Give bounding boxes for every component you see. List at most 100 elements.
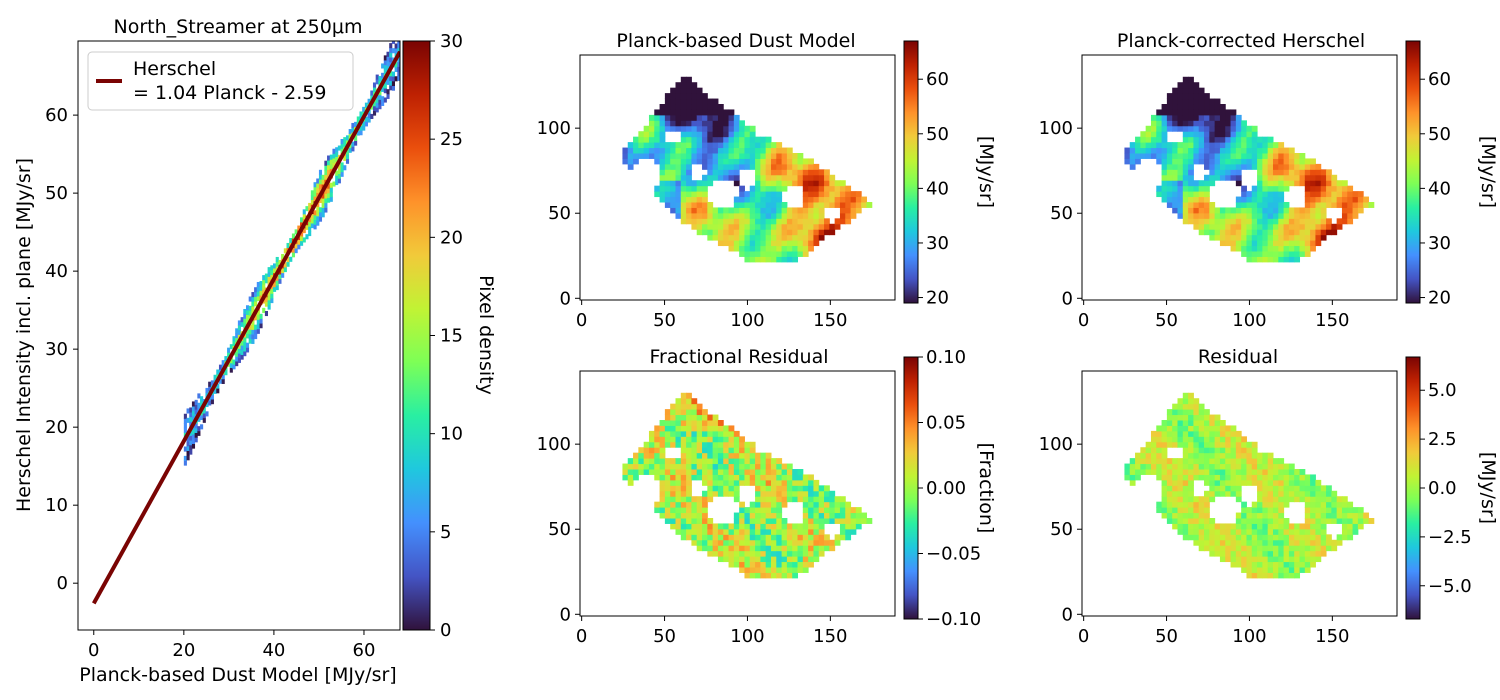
map-pixel — [1172, 142, 1178, 149]
map-pixel — [744, 534, 751, 541]
map-pixel — [733, 534, 740, 541]
map-pixel — [755, 147, 761, 154]
map-pixel — [739, 120, 745, 127]
map-pixel — [1182, 120, 1189, 127]
density-cell — [364, 121, 368, 127]
map-pixel — [1288, 567, 1295, 573]
map-pixel — [1251, 196, 1258, 203]
density-cell — [240, 321, 244, 327]
map-pixel — [680, 212, 687, 219]
map-pixel — [680, 147, 687, 154]
map-pixel — [1214, 447, 1221, 454]
map-pixel — [680, 469, 687, 475]
map-pixel — [712, 523, 719, 530]
map-pixel — [781, 545, 788, 552]
map-pixel — [1267, 163, 1274, 170]
map-pixel — [1177, 212, 1184, 219]
map-pixel — [755, 479, 761, 486]
map-pixel — [686, 403, 692, 410]
map-pixel — [1214, 163, 1221, 170]
map-pixel — [739, 474, 745, 481]
density-cell — [254, 296, 258, 302]
map-pixel — [1188, 142, 1194, 149]
density-cell — [245, 333, 250, 339]
map-pixel — [1272, 485, 1279, 492]
map-pixel — [845, 528, 852, 535]
map-pixel — [1145, 136, 1152, 143]
map-pixel — [1262, 485, 1269, 492]
map-pixel — [1347, 501, 1354, 508]
density-cell — [189, 435, 193, 441]
density-cell — [248, 338, 252, 344]
map-pixel — [1331, 507, 1338, 514]
map-pixel — [1204, 93, 1210, 100]
map-pixel — [776, 463, 783, 470]
map-pixel — [792, 229, 799, 236]
map-pixel — [1166, 430, 1173, 437]
map-pixel — [1278, 142, 1285, 149]
density-cell — [232, 359, 236, 365]
map-pixel — [1193, 430, 1200, 437]
density-cell — [286, 242, 290, 249]
map-pixel — [770, 256, 777, 263]
map-pixel — [1278, 474, 1285, 481]
map-pixel — [1193, 512, 1200, 519]
map-pixel — [1283, 490, 1290, 497]
map-pixel — [1288, 207, 1295, 214]
map-pixel — [739, 469, 745, 475]
map-pixel — [1357, 512, 1364, 519]
map-pixel — [845, 218, 852, 225]
density-cell — [332, 158, 336, 164]
map-pixel — [622, 463, 629, 470]
map-pixel — [691, 207, 698, 214]
map-pixel — [1172, 98, 1178, 105]
map-pixel — [1225, 153, 1232, 159]
map-pixel — [1341, 523, 1348, 530]
map-pixel — [638, 447, 645, 454]
density-cell — [372, 82, 377, 88]
map-pixel — [1230, 463, 1237, 470]
map-pixel — [654, 458, 661, 465]
map-pixel — [1241, 474, 1247, 481]
map-pixel — [739, 518, 745, 524]
map-pixel — [1193, 212, 1200, 219]
map-pixel — [1241, 131, 1247, 138]
map-pixel — [760, 474, 767, 481]
map-pixel — [670, 512, 676, 519]
map-pixel — [733, 207, 740, 214]
map-pixel — [696, 93, 703, 100]
map-pixel — [686, 398, 692, 405]
map-pixel — [696, 409, 703, 416]
y-tick-label: 100 — [1039, 118, 1073, 139]
map-pixel — [824, 174, 830, 181]
map-pixel — [686, 82, 692, 89]
map-pixel — [1251, 463, 1258, 470]
map-pixel — [1246, 567, 1253, 573]
density-cell — [191, 434, 196, 440]
map-pixel — [1156, 441, 1163, 448]
map-pixel — [749, 207, 756, 214]
map-pixel — [1219, 142, 1226, 149]
map-pixel — [1262, 474, 1269, 481]
map-pixel — [1331, 196, 1338, 203]
map-pixel — [776, 485, 783, 492]
map-pixel — [1230, 234, 1237, 241]
density-cell — [213, 388, 217, 394]
map-pixel — [659, 169, 666, 176]
density-cell — [205, 392, 209, 398]
map-pixel — [686, 458, 692, 465]
map-pixel — [765, 490, 772, 497]
map-pixel — [834, 512, 841, 519]
map-pixel — [686, 93, 692, 100]
map-pixel — [1230, 114, 1237, 121]
map-pixel — [1262, 223, 1269, 230]
map-pixel — [728, 229, 735, 236]
map-pixel — [691, 463, 698, 470]
map-pixel — [824, 202, 830, 208]
density-cell — [348, 147, 352, 153]
map-pixel — [1288, 212, 1295, 219]
map-pixel — [739, 567, 745, 573]
density-cell — [351, 127, 355, 133]
map-pixel — [813, 485, 820, 492]
map-pixel — [1209, 490, 1216, 497]
